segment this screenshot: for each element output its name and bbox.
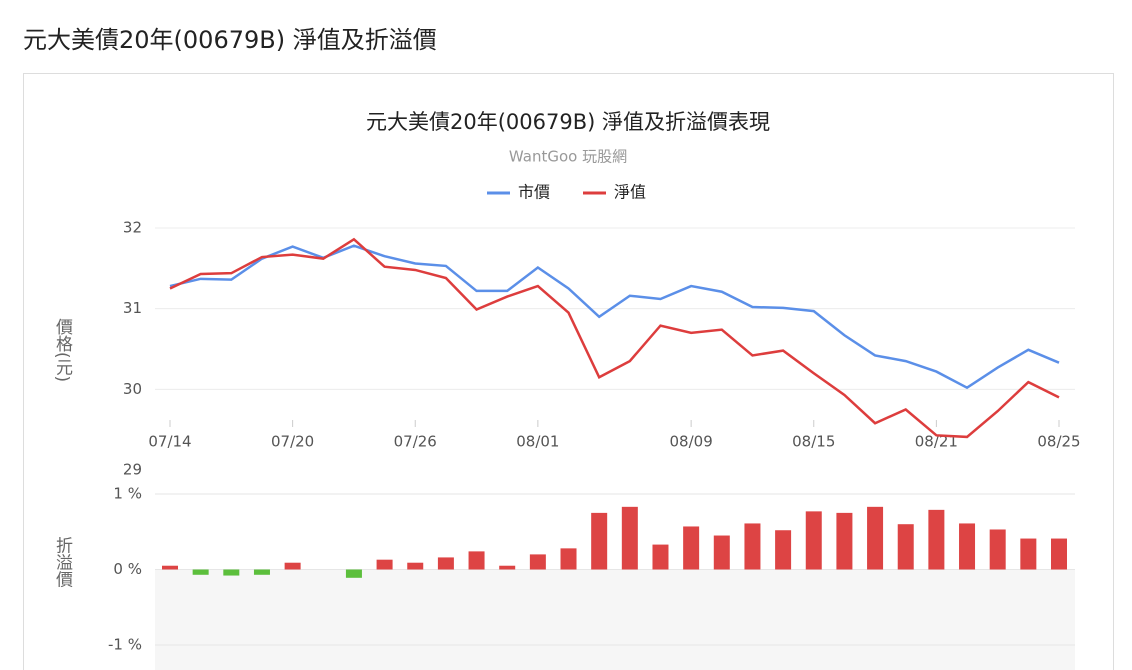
x-tick-label: 08/01: [516, 433, 559, 451]
y-tick-label: 29: [123, 461, 142, 479]
page-title: 元大美債20年(00679B) 淨值及折溢價: [23, 26, 437, 54]
y-tick-label: 31: [123, 299, 142, 317]
y-tick-label: 0 %: [113, 560, 142, 578]
bar: [1020, 538, 1037, 570]
bar: [836, 512, 853, 570]
bar: [775, 530, 792, 570]
x-tick-label: 08/25: [1037, 433, 1080, 451]
bar: [959, 523, 976, 570]
y-axis-title: 價格(元): [52, 318, 73, 382]
y-tick-label: 1 %: [113, 485, 142, 503]
bar: [162, 565, 178, 570]
bar: [591, 512, 608, 570]
negative-zone: [155, 569, 1075, 670]
y-tick-label: 32: [123, 219, 142, 237]
bar: [928, 509, 945, 570]
bar: [499, 565, 516, 570]
bar: [744, 523, 761, 570]
bar: [192, 569, 209, 575]
bar: [713, 535, 730, 570]
bar: [223, 569, 240, 576]
line-series: [169, 237, 1060, 439]
x-tick-label: 08/09: [670, 433, 713, 451]
bar: [621, 506, 638, 570]
y-tick-label: 30: [123, 380, 142, 398]
bar: [989, 529, 1006, 570]
bar: [284, 562, 301, 570]
bar: [652, 544, 669, 570]
x-tick-label: 07/26: [394, 433, 437, 451]
bar: [376, 559, 393, 570]
bar: [897, 524, 914, 570]
bar: [468, 551, 485, 570]
bar: [683, 526, 700, 570]
x-tick-label: 07/14: [148, 433, 191, 451]
legend-label: 市價: [518, 183, 550, 202]
bar: [253, 569, 270, 575]
bar: [867, 506, 884, 570]
chart-title: 元大美債20年(00679B) 淨值及折溢價表現: [366, 110, 770, 134]
bar: [560, 548, 577, 570]
legend-label: 淨值: [614, 183, 646, 202]
bar: [407, 562, 424, 570]
bar: [805, 511, 822, 570]
line-series: [169, 244, 1060, 390]
bar: [529, 554, 546, 570]
bar: [345, 569, 362, 578]
bar: [437, 557, 454, 570]
x-tick-label: 08/15: [792, 433, 835, 451]
x-tick-label: 07/20: [271, 433, 314, 451]
y-axis-title: 折溢價: [52, 536, 73, 587]
bar: [1051, 538, 1067, 570]
y-tick-label: -1 %: [108, 636, 142, 654]
chart-subtitle: WantGoo 玩股網: [509, 148, 627, 166]
